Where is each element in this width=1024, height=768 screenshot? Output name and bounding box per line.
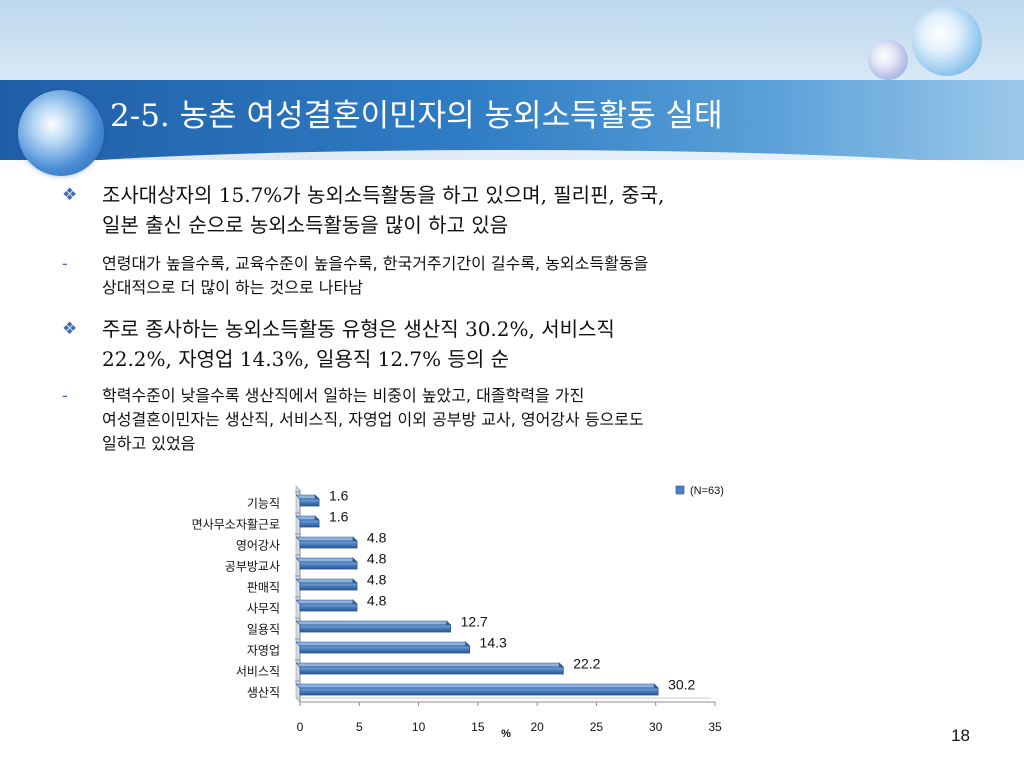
dash-bullet-icon: - xyxy=(62,386,68,405)
data-label: 22.2 xyxy=(573,656,600,672)
legend-label: (N=63) xyxy=(690,485,724,497)
decorative-swoosh xyxy=(0,150,1024,210)
bar-top xyxy=(295,599,358,605)
bar xyxy=(299,519,320,528)
bar-top xyxy=(295,641,471,647)
data-label: 14.3 xyxy=(480,635,507,651)
data-label: 4.8 xyxy=(367,530,387,546)
bar xyxy=(299,666,564,675)
category-label: 서비스직 xyxy=(236,665,280,679)
bar-top xyxy=(295,557,358,563)
bar-top xyxy=(295,578,358,584)
sub-bullet-1-line-2: 상대적으로 더 많이 하는 것으로 나타남 xyxy=(102,278,363,297)
sub-bullet-1-line-1: 연령대가 높을수록, 교육수준이 높을수록, 한국거주기간이 길수록, 농외소득… xyxy=(102,254,649,273)
category-label: 공부방교사 xyxy=(225,560,280,574)
bar xyxy=(299,624,451,633)
category-label: 영어강사 xyxy=(236,539,280,553)
x-tick-label: 5 xyxy=(356,720,363,734)
bullet-1-line-2: 일본 출신 순으로 농외소득활동을 많이 하고 있음 xyxy=(102,213,509,237)
bullet-1-line-1: 조사대상자의 15.7%가 농외소득활동을 하고 있으며, 필리핀, 중국, xyxy=(102,183,665,207)
legend-swatch xyxy=(675,485,685,495)
x-tick-label: 30 xyxy=(649,720,663,734)
bar xyxy=(299,498,320,507)
category-label: 생산직 xyxy=(247,686,280,700)
x-tick-label: 15 xyxy=(471,720,485,734)
bar xyxy=(299,645,470,654)
data-label: 1.6 xyxy=(329,509,349,525)
x-tick-label: 0 xyxy=(297,720,304,734)
x-tick-label: 10 xyxy=(412,720,426,734)
bar xyxy=(299,540,358,549)
data-label: 4.8 xyxy=(367,551,387,567)
slide-title: 2-5. 농촌 여성결혼이민자의 농외소득활동 실태 xyxy=(110,98,723,134)
decorative-orb-right-small xyxy=(868,40,908,80)
bar-top xyxy=(295,536,358,542)
diamond-bullet-icon: ❖ xyxy=(62,319,78,339)
page-number: 18 xyxy=(951,726,970,745)
bar xyxy=(299,582,358,591)
bullet-2-line-2: 22.2%, 자영업 14.3%, 일용직 12.7% 등의 순 xyxy=(102,347,510,371)
chart-bars xyxy=(295,494,659,696)
sub-bullet-2-line-2: 여성결혼이민자는 생산직, 서비스직, 자영업 이외 공부방 교사, 영어강사 … xyxy=(102,410,644,429)
decorative-orb-right-large xyxy=(912,6,982,76)
x-axis-label: % xyxy=(501,728,511,740)
sub-bullet-2-line-1: 학력수준이 낮을수록 생산직에서 일하는 비중이 높았고, 대졸학력을 가진 xyxy=(102,386,585,405)
data-label: 30.2 xyxy=(668,677,695,693)
title-band xyxy=(0,80,1024,160)
bar xyxy=(299,603,358,612)
data-label: 1.6 xyxy=(329,488,349,504)
data-label: 12.7 xyxy=(461,614,488,630)
category-label: 판매직 xyxy=(247,581,280,595)
bullet-2-line-1: 주로 종사하는 농외소득활동 유형은 생산직 30.2%, 서비스직 xyxy=(102,317,615,341)
category-label: 일용직 xyxy=(247,623,280,637)
bar xyxy=(299,561,358,570)
dash-bullet-icon: - xyxy=(62,254,68,273)
bar xyxy=(299,687,659,696)
data-label: 4.8 xyxy=(367,593,387,609)
category-label: 사무직 xyxy=(247,602,280,616)
decorative-orb-left xyxy=(18,90,104,176)
sub-bullet-2-line-3: 일하고 있었음 xyxy=(102,434,196,453)
chart-axes: 0 5 10 15 20 25 30 35% xyxy=(295,485,722,740)
data-label: 4.8 xyxy=(367,572,387,588)
x-tick-label: 35 xyxy=(708,720,722,734)
x-tick-label: 20 xyxy=(530,720,544,734)
x-tick-label: 25 xyxy=(590,720,604,734)
category-label: 자영업 xyxy=(247,644,280,658)
bar-top xyxy=(295,662,564,668)
bar-top xyxy=(295,683,659,689)
bar-top xyxy=(295,620,452,626)
category-label: 기능직 xyxy=(247,497,280,511)
diamond-bullet-icon: ❖ xyxy=(62,185,78,205)
chart-labels: 기능직 1.6 면사무소자활근로 1.6 영어강사 4.8 공부방교사 4.8 판매직 4.8 사무… xyxy=(192,485,724,700)
category-label: 면사무소자활근로 xyxy=(192,518,280,532)
